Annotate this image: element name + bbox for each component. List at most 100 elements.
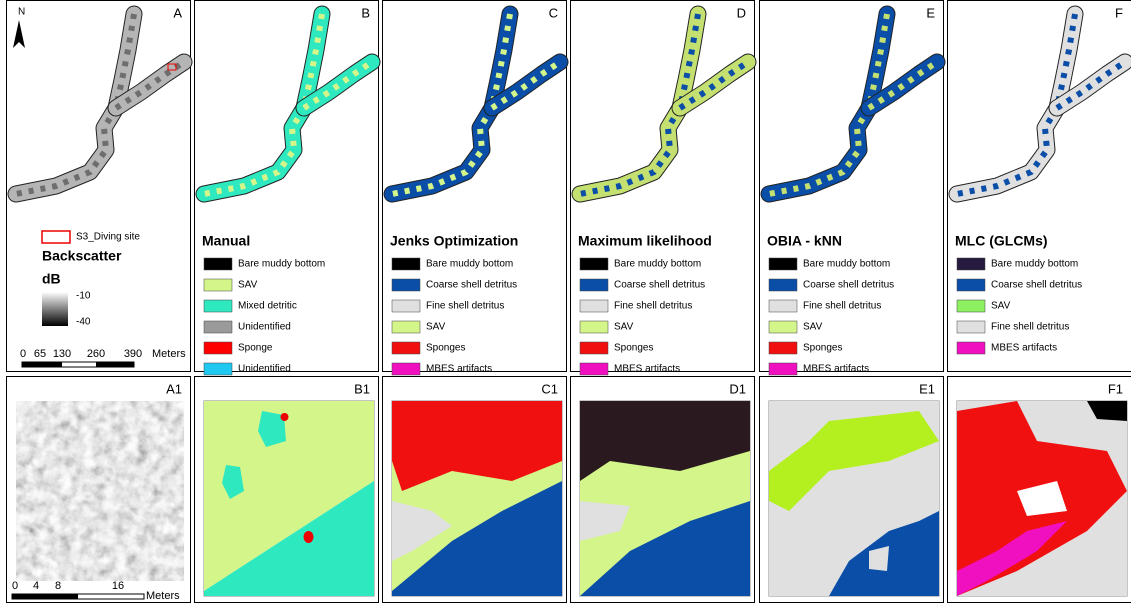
legend-swatch	[204, 363, 232, 375]
map-panel: F MLC (GLCMs) Bare muddy bottom Coarse shel…	[948, 1, 1131, 372]
legend-item: Fine shell detritus	[614, 301, 692, 312]
legend-item: Sponges	[803, 343, 842, 354]
panel-label: B1	[354, 381, 370, 396]
scale-label: 8	[55, 580, 61, 592]
scale-label: 390	[124, 348, 142, 360]
legend-item: Bare muddy bottom	[991, 259, 1078, 270]
detail-map	[16, 401, 184, 581]
scale-label: 260	[87, 348, 105, 360]
site-legend-label: S3_Diving site	[76, 232, 140, 243]
legend-item: SAV	[991, 301, 1011, 312]
legend-item: Sponge	[238, 343, 273, 354]
backscatter-image	[16, 401, 184, 581]
legend-swatch	[580, 363, 608, 375]
scale-label: 16	[112, 580, 124, 592]
legend-item: MBES artifacts	[426, 364, 492, 375]
legend-item: Coarse shell detritus	[991, 280, 1082, 291]
legend-swatch	[580, 258, 608, 270]
legend-item: Unidentified	[238, 364, 291, 375]
legend-item: Fine shell detritus	[991, 322, 1069, 333]
panel-label: B	[361, 5, 370, 20]
ramp-label: -10	[76, 291, 91, 302]
panel-label: D1	[729, 381, 746, 396]
legend-item: Mixed detritic	[238, 301, 297, 312]
scale-unit: Meters	[146, 590, 180, 602]
legend-swatch	[769, 363, 797, 375]
legend-title: Maximum likelihood	[578, 233, 712, 249]
legend-item: Bare muddy bottom	[614, 259, 701, 270]
map-panel: D Maximum likelihood Bare muddy bottom Coar…	[571, 1, 755, 376]
legend-item: Sponges	[614, 343, 653, 354]
legend-swatch	[580, 300, 608, 312]
legend-swatch	[204, 258, 232, 270]
ramp-label: -40	[76, 317, 91, 328]
legend-item: SAV	[238, 280, 258, 291]
scale-label: 130	[53, 348, 71, 360]
legend-item: MBES artifacts	[614, 364, 680, 375]
legend-title: OBIA - kNN	[767, 233, 842, 249]
legend-swatch	[957, 342, 985, 354]
legend-swatch	[392, 279, 420, 291]
panel-label: A1	[166, 381, 182, 396]
legend-swatch	[769, 300, 797, 312]
scale-label: 0	[20, 348, 26, 360]
detail-panel: F1	[948, 377, 1131, 603]
legend-item: MBES artifacts	[991, 343, 1057, 354]
panel-label: D	[737, 5, 746, 20]
legend-unit: dB	[42, 271, 61, 287]
figure: A N S3_Diving site Backscatter dB -10 -40 0 65 13…	[0, 0, 1131, 603]
legend-swatch	[204, 300, 232, 312]
legend-item: Fine shell detritus	[803, 301, 881, 312]
scale-bar-fill	[12, 594, 78, 599]
north-arrow-label: N	[18, 7, 25, 18]
color-ramp	[42, 292, 68, 326]
legend-swatch	[580, 321, 608, 333]
legend-swatch	[580, 342, 608, 354]
detail-map	[392, 401, 562, 596]
scale-label: 65	[34, 348, 46, 360]
legend-swatch	[769, 342, 797, 354]
legend-title: Backscatter	[42, 248, 122, 264]
panel-label: F	[1115, 5, 1123, 20]
scale-unit: Meters	[152, 348, 186, 360]
legend-title: MLC (GLCMs)	[955, 233, 1048, 249]
legend-swatch	[957, 258, 985, 270]
legend-swatch	[392, 342, 420, 354]
scale-bar-fill	[22, 362, 62, 367]
detail-map	[957, 401, 1127, 596]
legend-swatch	[957, 300, 985, 312]
legend-item: Coarse shell detritus	[614, 280, 705, 291]
detail-map	[204, 401, 374, 596]
panel-label: C1	[541, 381, 558, 396]
scale-bar-fill	[96, 362, 134, 367]
legend-item: Sponges	[426, 343, 465, 354]
legend-swatch	[392, 258, 420, 270]
legend-item: MBES artifacts	[803, 364, 869, 375]
panel-label: C	[549, 5, 558, 20]
legend-swatch	[769, 279, 797, 291]
legend-item: Coarse shell detritus	[803, 280, 894, 291]
legend-swatch	[580, 279, 608, 291]
scale-label: 0	[12, 580, 18, 592]
legend-item: Fine shell detritus	[426, 301, 504, 312]
site-legend-swatch	[42, 231, 70, 243]
legend-swatch	[392, 363, 420, 375]
map-panel: A N S3_Diving site Backscatter dB -10 -40 0 65 13…	[7, 1, 191, 372]
legend-swatch	[204, 321, 232, 333]
legend-swatch	[392, 321, 420, 333]
detail-map	[580, 401, 750, 596]
legend-item: Bare muddy bottom	[803, 259, 890, 270]
legend-swatch	[769, 321, 797, 333]
legend-swatch	[957, 279, 985, 291]
detail-panel: B1	[195, 377, 379, 603]
legend-item: Unidentified	[238, 322, 291, 333]
detail-panel: C1	[383, 377, 567, 603]
legend-item: SAV	[614, 322, 634, 333]
panel-label: A	[173, 5, 182, 20]
page: {"top_panels": [ {"label": "A", "north":…	[0, 0, 1131, 603]
class-patch	[281, 413, 289, 421]
legend-swatch	[769, 258, 797, 270]
